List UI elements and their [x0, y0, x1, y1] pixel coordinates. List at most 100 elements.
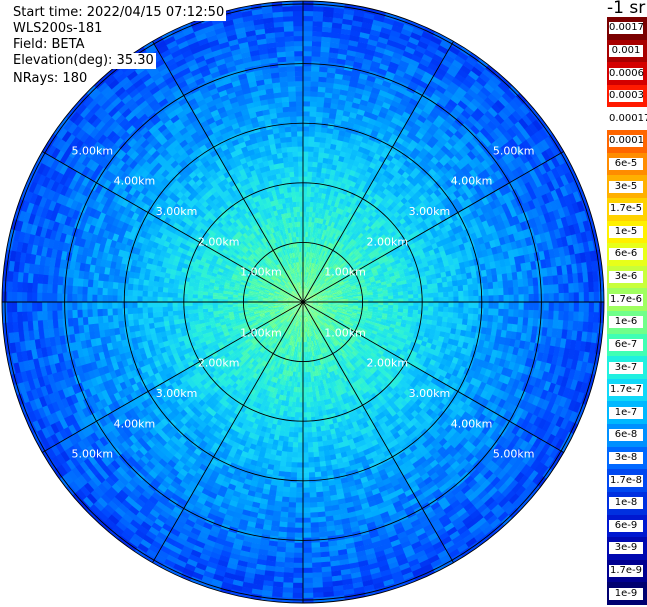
ppi-cell [545, 191, 555, 203]
ppi-cell [557, 207, 566, 219]
ppi-cell [501, 202, 510, 213]
ppi-cell [305, 271, 308, 278]
ppi-cell [463, 241, 471, 250]
ppi-cell [337, 53, 348, 61]
ppi-cell [309, 111, 317, 117]
ppi-cell [349, 169, 356, 177]
ppi-cell [303, 231, 306, 237]
ppi-cell [428, 264, 435, 271]
ppi-cell [485, 193, 494, 204]
ppi-cell [392, 234, 400, 241]
ppi-cell [524, 181, 534, 193]
ppi-cell [328, 52, 339, 59]
ppi-cell [337, 277, 343, 283]
ppi-cell [453, 189, 462, 199]
ppi-cell [320, 172, 326, 179]
ppi-cell [374, 46, 386, 55]
ppi-cell [303, 111, 311, 117]
ppi-cell [341, 141, 350, 148]
ppi-cell [303, 196, 307, 202]
ppi-cell [316, 106, 324, 113]
ppi-cell [515, 92, 528, 105]
ppi-cell [341, 115, 350, 122]
ppi-cell [306, 294, 310, 299]
ppi-cell [452, 312, 459, 319]
ppi-cell [374, 9, 387, 18]
ppi-cell [368, 297, 374, 300]
ppi-cell [377, 293, 384, 297]
ppi-cell [437, 287, 444, 293]
ppi-cell [448, 296, 454, 303]
ppi-cell [543, 293, 550, 303]
ppi-cell [450, 134, 461, 144]
ppi-cell [394, 246, 401, 253]
ppi-cell [463, 132, 474, 143]
ppi-cell [457, 50, 470, 62]
ppi-cell [394, 237, 402, 244]
ppi-cell [310, 86, 319, 92]
ppi-cell [383, 17, 396, 26]
ppi-cell [331, 291, 338, 294]
ppi-cell [593, 291, 600, 303]
ppi-cell [308, 141, 315, 147]
ppi-cell [537, 174, 547, 186]
ppi-cell [322, 274, 327, 280]
ppi-cell [316, 270, 320, 276]
ppi-cell [316, 293, 322, 296]
ppi-cell [501, 78, 513, 90]
ppi-cell [321, 290, 327, 294]
ppi-cell [384, 260, 391, 266]
ppi-cell [551, 167, 561, 180]
ppi-cell [463, 206, 472, 216]
ppi-cell [528, 309, 534, 319]
ppi-cell [363, 264, 370, 270]
ppi-cell [304, 266, 306, 272]
ppi-cell [484, 241, 492, 250]
ppi-cell [418, 267, 426, 274]
ppi-cell [533, 293, 540, 303]
ppi-cell [548, 310, 554, 321]
ppi-cell [438, 123, 449, 134]
ppi-cell [343, 172, 350, 180]
ppi-cell [419, 253, 426, 260]
ppi-cell [528, 293, 535, 303]
ppi-cell [468, 302, 474, 309]
ppi-cell [492, 315, 499, 323]
ppi-cell [306, 271, 309, 278]
ppi-cell [345, 126, 354, 134]
ppi-cell [523, 302, 530, 311]
ppi-cell [432, 53, 445, 64]
ppi-cell [356, 212, 363, 219]
ppi-cell [310, 226, 314, 233]
ppi-cell [326, 225, 331, 232]
ppi-cell [318, 259, 322, 266]
ppi-cell [305, 211, 310, 217]
ppi-cell [376, 132, 385, 140]
ppi-cell [350, 107, 359, 115]
ppi-cell [447, 281, 454, 288]
ppi-cell [331, 289, 337, 293]
ppi-cell [309, 278, 313, 284]
ppi-cell [303, 181, 308, 187]
ppi-cell [420, 122, 431, 132]
ppi-cell [421, 53, 434, 64]
ppi-cell [410, 110, 421, 120]
ppi-cell [565, 215, 574, 227]
ppi-cell [394, 274, 401, 280]
ppi-cell [490, 75, 502, 87]
ppi-cell [314, 191, 319, 198]
ppi-cell [515, 155, 525, 167]
ppi-cell [424, 240, 432, 248]
ppi-cell [370, 24, 383, 33]
ppi-cell [351, 254, 358, 261]
ppi-cell [515, 176, 525, 188]
ppi-cell [473, 289, 479, 297]
ppi-cell [428, 297, 434, 303]
ppi-cell [305, 281, 307, 288]
ppi-cell [315, 248, 319, 254]
ppi-cell [458, 243, 466, 252]
ppi-cell [306, 294, 311, 299]
ppi-cell [533, 310, 539, 319]
ppi-cell [528, 302, 535, 311]
ppi-cell [304, 292, 308, 298]
